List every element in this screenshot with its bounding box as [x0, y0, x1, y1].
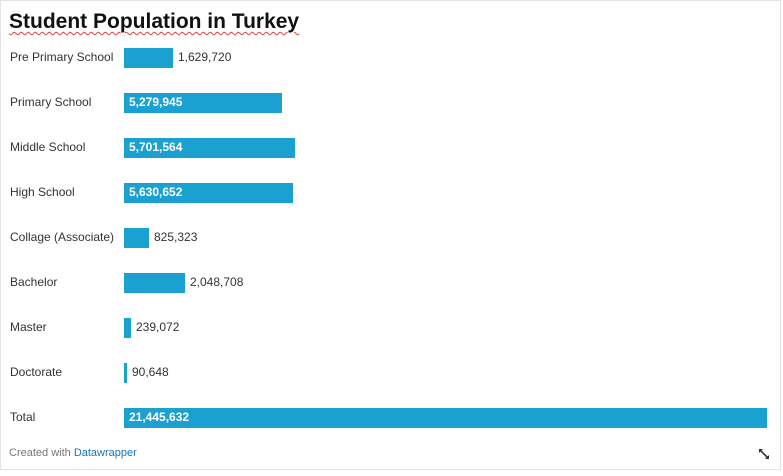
bar [124, 93, 282, 113]
bar-row: Middle School 5,701,564 [0, 137, 783, 159]
bar-row: Total 21,445,632 [0, 407, 783, 429]
bar-row: Doctorate 90,648 [0, 362, 783, 384]
value-label: 1,629,720 [178, 50, 232, 64]
bar [124, 318, 131, 338]
category-label: Middle School [10, 140, 86, 154]
category-label: Doctorate [10, 365, 63, 379]
category-label: Bachelor [10, 275, 58, 289]
bar [124, 408, 767, 428]
value-label: 2,048,708 [190, 275, 244, 289]
chart-title: Student Population in Turkey [9, 10, 300, 33]
value-label: 239,072 [136, 320, 180, 334]
value-label: 21,445,632 [129, 410, 190, 424]
footer-credit: Created with Datawrapper [9, 447, 137, 459]
category-label: Pre Primary School [10, 50, 114, 64]
bar [124, 228, 149, 248]
bar-row: Pre Primary School 1,629,720 [0, 47, 783, 69]
category-label: High School [10, 185, 75, 199]
category-label: Total [10, 410, 36, 424]
bar-row: Bachelor 2,048,708 [0, 272, 783, 294]
bar [124, 183, 293, 203]
bar [124, 138, 295, 158]
category-label: Master [10, 320, 47, 334]
bar [124, 363, 127, 383]
bar-row: Primary School 5,279,945 [0, 92, 783, 114]
bar-row: High School 5,630,652 [0, 182, 783, 204]
bar [124, 273, 185, 293]
value-label: 5,279,945 [129, 95, 183, 109]
value-label: 5,630,652 [129, 185, 183, 199]
category-label: Primary School [10, 95, 92, 109]
bar-row: Master 239,072 [0, 317, 783, 339]
value-label: 5,701,564 [129, 140, 183, 154]
datawrapper-link[interactable]: Datawrapper [73, 447, 137, 459]
footer-prefix: Created with [9, 447, 74, 459]
category-label: Collage (Associate) [10, 230, 115, 244]
value-label: 825,323 [154, 230, 198, 244]
value-label: 90,648 [132, 365, 169, 379]
expand-icon[interactable] [757, 447, 771, 461]
bar-row: Collage (Associate) 825,323 [0, 227, 783, 249]
bar [124, 48, 173, 68]
